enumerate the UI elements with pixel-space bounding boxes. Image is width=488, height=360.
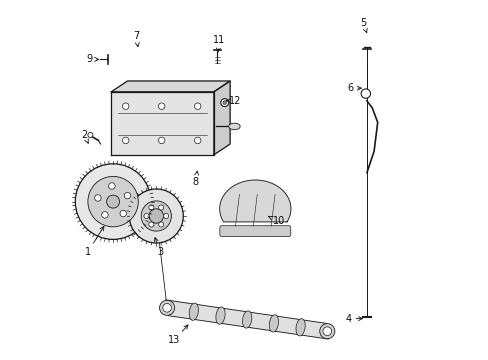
Text: 1: 1: [84, 226, 103, 257]
Circle shape: [361, 89, 370, 98]
Circle shape: [322, 327, 331, 336]
Polygon shape: [111, 81, 230, 92]
Ellipse shape: [319, 324, 334, 339]
Ellipse shape: [228, 123, 240, 130]
Circle shape: [102, 212, 108, 218]
Circle shape: [148, 222, 154, 227]
Circle shape: [158, 137, 164, 144]
FancyBboxPatch shape: [220, 226, 290, 237]
Ellipse shape: [189, 303, 198, 320]
Text: 8: 8: [192, 171, 199, 187]
Text: 11: 11: [213, 35, 225, 52]
Circle shape: [141, 201, 171, 231]
Circle shape: [95, 195, 101, 201]
Circle shape: [159, 205, 163, 210]
Circle shape: [122, 103, 129, 109]
Circle shape: [194, 137, 201, 144]
Circle shape: [163, 303, 171, 312]
Circle shape: [220, 99, 228, 107]
Polygon shape: [111, 92, 213, 155]
Text: 9: 9: [86, 54, 98, 64]
Ellipse shape: [295, 319, 305, 336]
Circle shape: [75, 164, 151, 239]
Ellipse shape: [242, 311, 251, 328]
Text: 2: 2: [81, 130, 88, 143]
Circle shape: [122, 137, 129, 144]
Text: 5: 5: [360, 18, 366, 33]
Circle shape: [88, 132, 93, 138]
Circle shape: [159, 222, 163, 227]
Circle shape: [149, 209, 163, 223]
Polygon shape: [219, 180, 290, 222]
Text: 6: 6: [347, 83, 361, 93]
Ellipse shape: [159, 300, 174, 315]
Circle shape: [158, 103, 164, 109]
Circle shape: [143, 213, 149, 219]
Text: 7: 7: [133, 31, 140, 47]
Circle shape: [194, 103, 201, 109]
Ellipse shape: [215, 307, 224, 324]
Text: 13: 13: [168, 325, 187, 345]
Polygon shape: [213, 81, 230, 155]
Text: 10: 10: [268, 216, 284, 226]
Circle shape: [108, 183, 115, 189]
Circle shape: [124, 192, 130, 199]
Circle shape: [163, 213, 168, 219]
Text: 3: 3: [154, 238, 163, 257]
Circle shape: [148, 205, 154, 210]
Text: 12: 12: [226, 96, 241, 106]
Circle shape: [88, 176, 138, 227]
Circle shape: [120, 210, 126, 217]
Circle shape: [223, 101, 226, 104]
Ellipse shape: [269, 315, 278, 332]
Circle shape: [106, 195, 120, 208]
Polygon shape: [165, 300, 328, 339]
Circle shape: [129, 189, 183, 243]
Text: 4: 4: [345, 314, 362, 324]
